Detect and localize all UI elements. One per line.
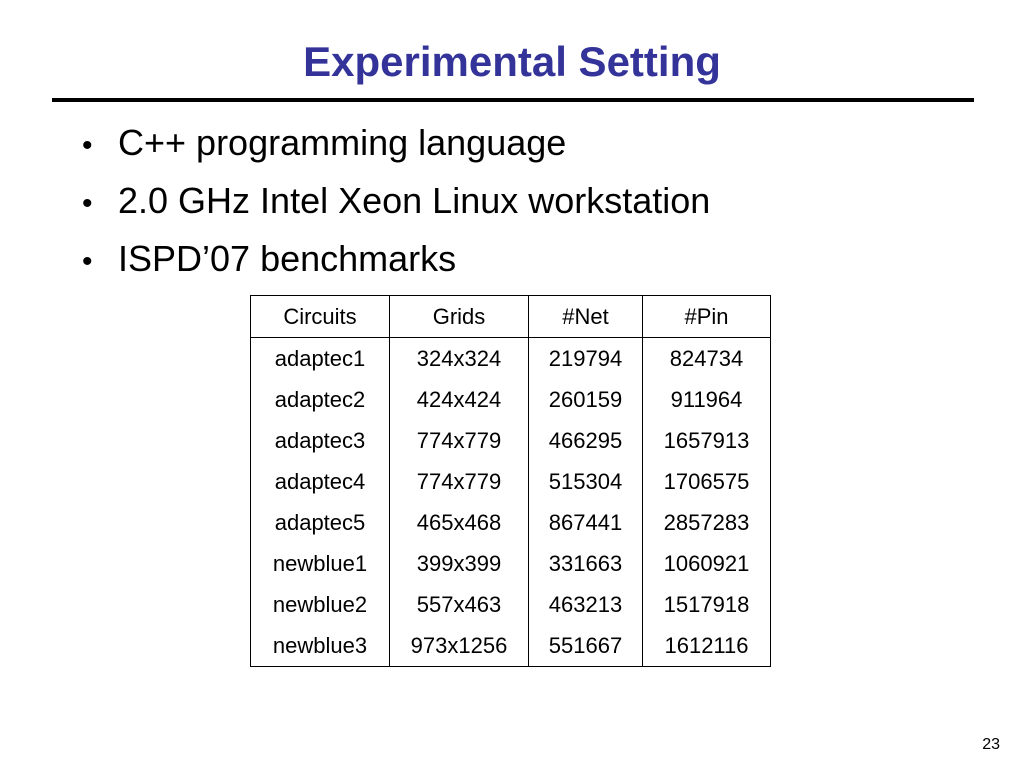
cell-grids: 465x468	[389, 502, 529, 543]
cell-circuit: newblue3	[250, 625, 390, 667]
cell-circuit: adaptec3	[250, 420, 390, 461]
bullet-text: C++ programming language	[118, 122, 567, 163]
cell-pin: 1060921	[642, 543, 771, 584]
cell-pin: 824734	[642, 337, 771, 379]
cell-net: 466295	[528, 420, 643, 461]
cell-pin: 1706575	[642, 461, 771, 502]
cell-pin: 1657913	[642, 420, 771, 461]
cell-net: 551667	[528, 625, 643, 667]
cell-grids: 774x779	[389, 420, 529, 461]
bullet-dot-icon: •	[82, 187, 93, 220]
cell-circuit: adaptec4	[250, 461, 390, 502]
header-pin: #Pin	[642, 295, 771, 338]
table-row: adaptec3 774x779 466295 1657913	[250, 420, 771, 461]
table-header-row: Circuits Grids #Net #Pin	[250, 295, 771, 338]
cell-circuit: adaptec5	[250, 502, 390, 543]
bullet-text: 2.0 GHz Intel Xeon Linux workstation	[118, 180, 711, 221]
table-row: newblue1 399x399 331663 1060921	[250, 543, 771, 584]
cell-grids: 557x463	[389, 584, 529, 625]
cell-net: 867441	[528, 502, 643, 543]
benchmark-table: Circuits Grids #Net #Pin adaptec1 324x324…	[250, 295, 771, 667]
table-row: newblue3 973x1256 551667 1612116	[250, 625, 771, 667]
table-row: adaptec1 324x324 219794 824734	[250, 337, 771, 379]
cell-grids: 399x399	[389, 543, 529, 584]
bullet-item: • C++ programming language	[82, 114, 710, 172]
bullet-dot-icon: •	[82, 129, 93, 162]
cell-net: 260159	[528, 379, 643, 420]
cell-net: 331663	[528, 543, 643, 584]
cell-circuit: newblue2	[250, 584, 390, 625]
header-grids: Grids	[389, 295, 529, 338]
table-row: adaptec4 774x779 515304 1706575	[250, 461, 771, 502]
table-row: newblue2 557x463 463213 1517918	[250, 584, 771, 625]
bullet-dot-icon: •	[82, 245, 93, 278]
cell-net: 515304	[528, 461, 643, 502]
cell-net: 463213	[528, 584, 643, 625]
cell-pin: 1517918	[642, 584, 771, 625]
cell-circuit: adaptec1	[250, 337, 390, 379]
table-row: adaptec5 465x468 867441 2857283	[250, 502, 771, 543]
cell-pin: 2857283	[642, 502, 771, 543]
bullet-item: • 2.0 GHz Intel Xeon Linux workstation	[82, 172, 710, 230]
cell-grids: 324x324	[389, 337, 529, 379]
table-row: adaptec2 424x424 260159 911964	[250, 379, 771, 420]
title-divider	[52, 98, 974, 102]
bullet-item: • ISPD’07 benchmarks	[82, 230, 710, 288]
cell-circuit: adaptec2	[250, 379, 390, 420]
cell-pin: 911964	[642, 379, 771, 420]
cell-net: 219794	[528, 337, 643, 379]
cell-grids: 774x779	[389, 461, 529, 502]
page-number: 23	[982, 736, 1000, 753]
header-net: #Net	[528, 295, 643, 338]
table-body: adaptec1 324x324 219794 824734 adaptec2 424x4…	[250, 337, 771, 667]
slide-title: Experimental Setting	[303, 38, 721, 85]
bullet-text: ISPD’07 benchmarks	[118, 238, 457, 279]
cell-grids: 973x1256	[389, 625, 529, 667]
cell-circuit: newblue1	[250, 543, 390, 584]
bullet-list: • C++ programming language • 2.0 GHz Intel…	[82, 114, 710, 288]
cell-pin: 1612116	[642, 625, 771, 667]
cell-grids: 424x424	[389, 379, 529, 420]
header-circuits: Circuits	[250, 295, 390, 338]
